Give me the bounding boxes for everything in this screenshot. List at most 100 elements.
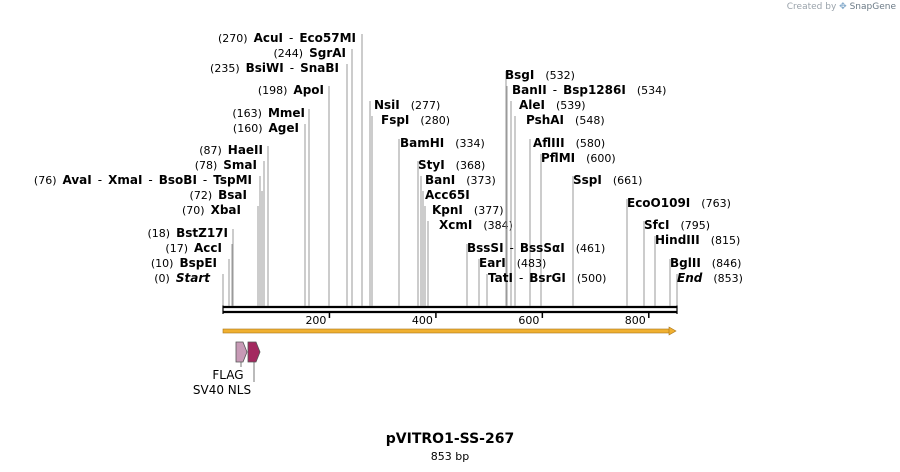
site-label[interactable]: PshAI (548) xyxy=(526,113,605,127)
site-enzyme-name: Eco57MI xyxy=(293,31,356,45)
site-sgrai[interactable]: (244) SgrAI xyxy=(274,46,353,306)
site-label[interactable]: (198) ApoI xyxy=(258,83,324,97)
site-label[interactable]: BamHI (334) xyxy=(400,136,485,150)
orf-arrowhead-icon xyxy=(668,326,677,336)
site-agei[interactable]: (160) AgeI xyxy=(233,121,306,306)
site-label[interactable]: BssSI - BssSαI (461) xyxy=(467,241,605,255)
site-label[interactable]: (76) AvaI - XmaI - BsoBI - TspMI xyxy=(34,173,252,187)
site-label[interactable]: SfcI (795) xyxy=(644,218,710,232)
site-apoi[interactable]: (198) ApoI xyxy=(258,83,330,306)
site-label[interactable]: (0) Start xyxy=(154,271,211,285)
site-position: (853) xyxy=(702,272,743,285)
site-smai[interactable]: (78) SmaI xyxy=(195,158,265,306)
site-enzyme-name: XbaI xyxy=(205,203,241,217)
site-separator: - xyxy=(284,61,294,75)
site-position: (539) xyxy=(545,99,586,112)
site-label[interactable]: AleI (539) xyxy=(519,98,586,112)
site-position: (815) xyxy=(700,234,741,247)
site-xcmi[interactable]: XcmI (384) xyxy=(427,218,513,306)
site-alei[interactable]: AleI (539) xyxy=(510,98,586,306)
site-label[interactable]: (163) MmeI xyxy=(232,106,305,120)
site-label[interactable]: BglII (846) xyxy=(670,256,741,270)
site-banii[interactable]: BanII - Bsp1286I (534) xyxy=(506,83,666,306)
site-label[interactable]: HindIII (815) xyxy=(655,233,740,247)
site-sspi[interactable]: SspI (661) xyxy=(572,173,642,306)
site-haeii[interactable]: (87) HaeII xyxy=(199,143,269,306)
site-label[interactable]: (87) HaeII xyxy=(199,143,263,157)
site-label[interactable]: BsgI (532) xyxy=(505,68,575,82)
axis-tick-label: 200 xyxy=(305,314,326,327)
site-label[interactable]: (235) BsiWI - SnaBI xyxy=(210,61,339,75)
site-avai[interactable]: (76) AvaI - XmaI - BsoBI - TspMI xyxy=(34,173,261,306)
site-ecoo109i[interactable]: EcoO109I (763) xyxy=(626,196,731,306)
site-label[interactable]: XcmI (384) xyxy=(439,218,513,232)
site-label[interactable]: AflIII (580) xyxy=(533,136,605,150)
site-position: (10) xyxy=(151,257,174,270)
site-label[interactable]: TatI - BsrGI (500) xyxy=(488,271,606,285)
site-label[interactable]: FspI (280) xyxy=(381,113,450,127)
site-label[interactable]: BanII - Bsp1286I (534) xyxy=(512,83,666,97)
site-enzyme-name: AflIII xyxy=(533,136,565,150)
site-bsssi[interactable]: BssSI - BssSαI (461) xyxy=(466,241,605,306)
site-position: (244) xyxy=(274,47,304,60)
axis-tick-label: 600 xyxy=(518,314,539,327)
site-label[interactable]: NsiI (277) xyxy=(374,98,440,112)
site-start[interactable]: (0) Start xyxy=(154,271,224,306)
site-bani[interactable]: BanI (373) xyxy=(420,173,496,306)
site-bamhi[interactable]: BamHI (334) xyxy=(398,136,485,306)
site-xbai[interactable]: (70) XbaI xyxy=(182,203,259,306)
site-pflmi[interactable]: PflMI (600) xyxy=(540,151,616,306)
site-label[interactable]: (70) XbaI xyxy=(182,203,241,217)
site-nsii[interactable]: NsiI (277) xyxy=(369,98,440,306)
site-bsgi[interactable]: BsgI (532) xyxy=(505,68,575,306)
site-label[interactable]: (10) BspEI xyxy=(151,256,217,270)
site-hindiii[interactable]: HindIII (815) xyxy=(654,233,740,306)
site-label[interactable]: (72) BsaI xyxy=(190,188,247,202)
site-afliii[interactable]: AflIII (580) xyxy=(529,136,605,306)
site-label[interactable]: PflMI (600) xyxy=(541,151,616,165)
site-label[interactable]: StyI (368) xyxy=(418,158,485,172)
site-bsiwi[interactable]: (235) BsiWI - SnaBI xyxy=(210,61,348,306)
site-label[interactable]: BanI (373) xyxy=(425,173,496,187)
site-label[interactable]: End (853) xyxy=(677,271,743,285)
site-label[interactable]: (18) BstZ17I xyxy=(148,226,228,240)
site-position: (600) xyxy=(575,152,616,165)
site-end[interactable]: End (853) xyxy=(676,271,743,306)
site-position: (235) xyxy=(210,62,240,75)
site-label[interactable]: KpnI (377) xyxy=(432,203,504,217)
site-bglii[interactable]: BglII (846) xyxy=(669,256,741,306)
site-acc65i[interactable]: Acc65I xyxy=(422,188,470,306)
site-enzyme-name: HaeII xyxy=(222,143,263,157)
site-bstz17i[interactable]: (18) BstZ17I xyxy=(148,226,234,306)
site-enzyme-name: XcmI xyxy=(439,218,472,232)
feature-flag-arrow xyxy=(235,341,248,363)
site-position: (0) xyxy=(154,272,170,285)
site-fspi[interactable]: FspI (280) xyxy=(371,113,450,306)
site-enzyme-name: TatI xyxy=(488,271,513,285)
site-label[interactable]: EarI (483) xyxy=(479,256,546,270)
site-sfci[interactable]: SfcI (795) xyxy=(643,218,710,306)
site-enzyme-name: BssSI xyxy=(467,241,504,255)
site-acci[interactable]: (17) AccI xyxy=(165,241,233,306)
site-label[interactable]: (17) AccI xyxy=(165,241,222,255)
site-label[interactable]: (270) AcuI - Eco57MI xyxy=(218,31,356,45)
site-bspei[interactable]: (10) BspEI xyxy=(151,256,230,306)
site-enzyme-name: AgeI xyxy=(263,121,299,135)
site-label[interactable]: SspI (661) xyxy=(573,173,642,187)
site-pshai[interactable]: PshAI (548) xyxy=(514,113,605,306)
site-styi[interactable]: StyI (368) xyxy=(417,158,485,306)
site-label[interactable]: Acc65I xyxy=(425,188,470,202)
site-tati[interactable]: TatI - BsrGI (500) xyxy=(486,271,606,306)
site-kpni[interactable]: KpnI (377) xyxy=(424,203,504,306)
site-label[interactable]: EcoO109I (763) xyxy=(627,196,731,210)
site-bsai[interactable]: (72) BsaI xyxy=(190,188,263,306)
site-separator: - xyxy=(92,173,102,187)
site-label[interactable]: (78) SmaI xyxy=(195,158,257,172)
site-eari[interactable]: EarI (483) xyxy=(478,256,546,306)
site-mmei[interactable]: (163) MmeI xyxy=(232,106,310,306)
site-label[interactable]: (160) AgeI xyxy=(233,121,299,135)
site-acui[interactable]: (270) AcuI - Eco57MI xyxy=(218,31,363,306)
site-label[interactable]: (244) SgrAI xyxy=(274,46,347,60)
site-enzyme-name: BanII xyxy=(512,83,547,97)
site-enzyme-name: Start xyxy=(170,271,211,285)
